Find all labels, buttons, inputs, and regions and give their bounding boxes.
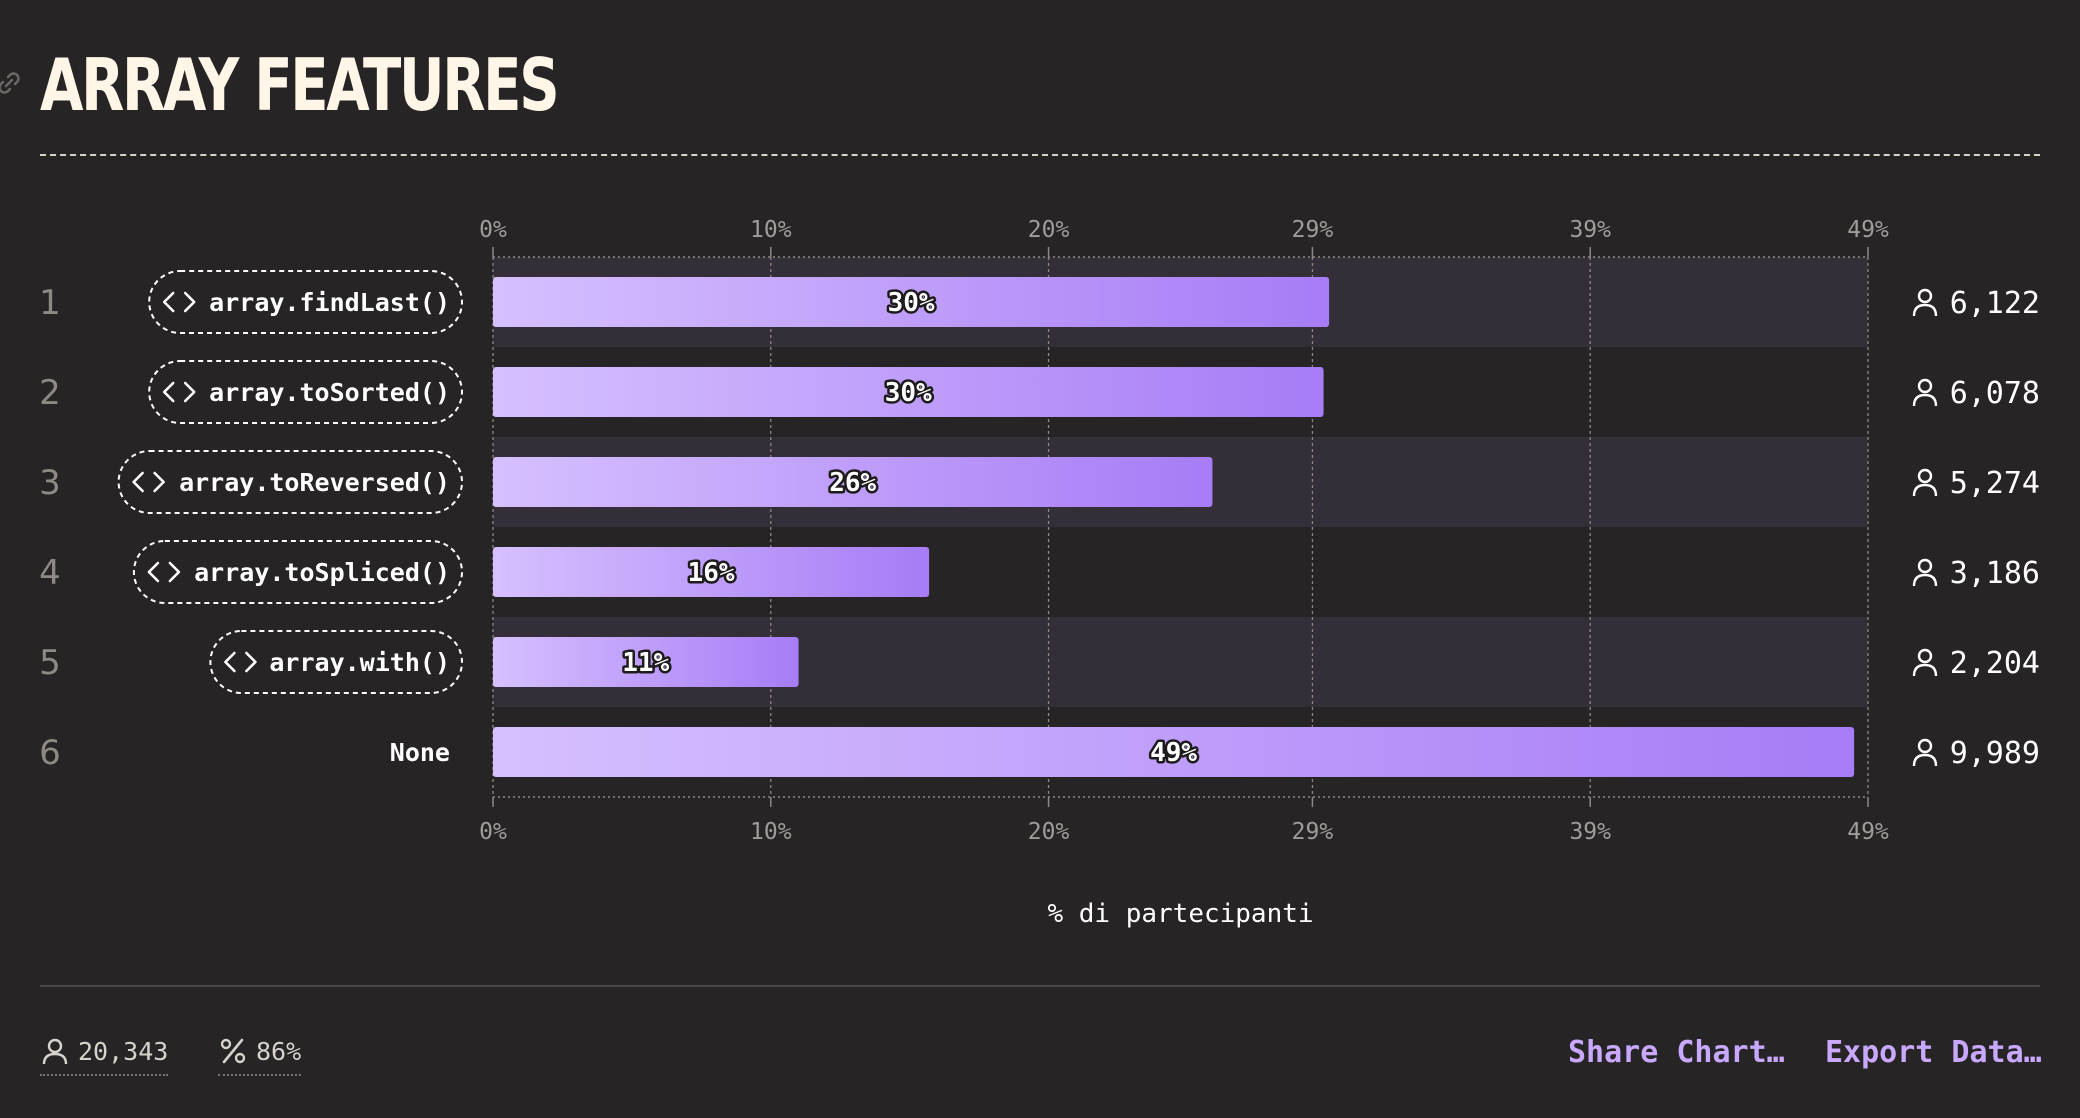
- x-tick-label-top: 49%: [1847, 217, 1889, 243]
- person-icon: [1912, 738, 1938, 767]
- code-icon: [162, 381, 196, 403]
- percent-icon: [220, 1038, 246, 1064]
- respondent-count: 5,274: [1950, 466, 2040, 501]
- bar[interactable]: [493, 457, 1213, 507]
- respondent-count: 9,989: [1950, 736, 2040, 771]
- percentage-value: 86%: [256, 1036, 302, 1066]
- row-number: 5: [39, 643, 61, 683]
- bar-value-label: 49%: [1150, 738, 1197, 768]
- respondents-stat[interactable]: 20,343: [40, 1030, 169, 1076]
- percentage-stat[interactable]: 86%: [218, 1030, 302, 1076]
- feature-pill[interactable]: array.toSorted(): [148, 360, 463, 424]
- bar-value-label: 30%: [888, 288, 935, 318]
- category-label-text: None: [390, 738, 450, 767]
- person-icon: [42, 1038, 68, 1065]
- bar-chart: 0% 0% 10% 10% 20% 20% 29% 29% 39% 39% 49% 49% 1 array…: [39, 217, 2040, 929]
- code-icon: [132, 471, 165, 493]
- pill-outline: [209, 630, 463, 694]
- category-label-text: array.toReversed(): [179, 468, 450, 497]
- x-tick-label-top: 10%: [750, 217, 792, 243]
- category-label-text: array.toSpliced(): [194, 558, 450, 587]
- person-icon: [1912, 378, 1938, 407]
- feature-pill[interactable]: array.toSpliced(): [132, 540, 463, 604]
- bar[interactable]: [493, 547, 930, 597]
- code-icon: [224, 651, 257, 673]
- category-label-text: array.toSorted(): [209, 378, 450, 407]
- pill-outline: [148, 360, 463, 424]
- x-axis-label: % di partecipanti: [1047, 899, 1313, 929]
- pill-outline: [148, 270, 463, 334]
- respondent-count: 6,078: [1950, 376, 2040, 411]
- x-tick-label-bottom: 20%: [1028, 819, 1070, 845]
- bar[interactable]: [493, 367, 1324, 417]
- category-label-text: array.findLast(): [209, 288, 450, 317]
- x-tick-label-top: 20%: [1028, 217, 1070, 243]
- row-number: 1: [39, 283, 61, 323]
- respondent-count: 2,204: [1950, 646, 2040, 681]
- bar[interactable]: [493, 277, 1330, 327]
- feature-pill[interactable]: array.toReversed(): [117, 450, 463, 514]
- x-tick-label-top: 0%: [479, 217, 507, 243]
- link-icon[interactable]: [0, 70, 22, 96]
- bar-value-label: 11%: [622, 648, 669, 678]
- respondent-count: 6,122: [1950, 286, 2040, 321]
- code-icon: [162, 291, 196, 313]
- code-icon: [147, 561, 181, 583]
- person-icon: [1912, 288, 1938, 317]
- title-divider: [40, 154, 2040, 156]
- export-data-button[interactable]: Export Data…: [1825, 1035, 2042, 1070]
- x-tick-label-top: 39%: [1569, 217, 1611, 243]
- footer-divider: [40, 985, 2040, 987]
- row-number: 6: [39, 733, 61, 773]
- x-tick-label-bottom: 0%: [479, 819, 507, 845]
- feature-pill[interactable]: array.with(): [209, 630, 463, 694]
- bar[interactable]: [493, 637, 799, 687]
- bar-value-label: 30%: [885, 378, 932, 408]
- x-tick-label-bottom: 49%: [1847, 819, 1889, 845]
- category-label-text: array.with(): [269, 648, 450, 677]
- x-tick-label-top: 29%: [1292, 217, 1334, 243]
- feature-pill[interactable]: array.findLast(): [148, 270, 463, 334]
- person-icon: [1912, 558, 1938, 587]
- bar-value-label: 26%: [829, 468, 876, 498]
- respondent-count: 3,186: [1950, 556, 2040, 591]
- row-number: 4: [39, 553, 61, 593]
- page-title: ARRAY FEATURES: [40, 43, 560, 127]
- pill-outline: [132, 540, 463, 604]
- x-tick-label-bottom: 29%: [1292, 819, 1334, 845]
- person-icon: [1912, 468, 1938, 497]
- x-tick-label-bottom: 39%: [1569, 819, 1611, 845]
- respondents-count: 20,343: [78, 1036, 169, 1066]
- row-number: 2: [39, 373, 61, 413]
- share-chart-button[interactable]: Share Chart…: [1568, 1035, 1785, 1070]
- bar[interactable]: [493, 727, 1855, 777]
- bar-value-label: 16%: [688, 558, 735, 588]
- person-icon: [1912, 648, 1938, 677]
- category-label[interactable]: None: [390, 738, 450, 767]
- row-number: 3: [39, 463, 61, 503]
- x-tick-label-bottom: 10%: [750, 819, 792, 845]
